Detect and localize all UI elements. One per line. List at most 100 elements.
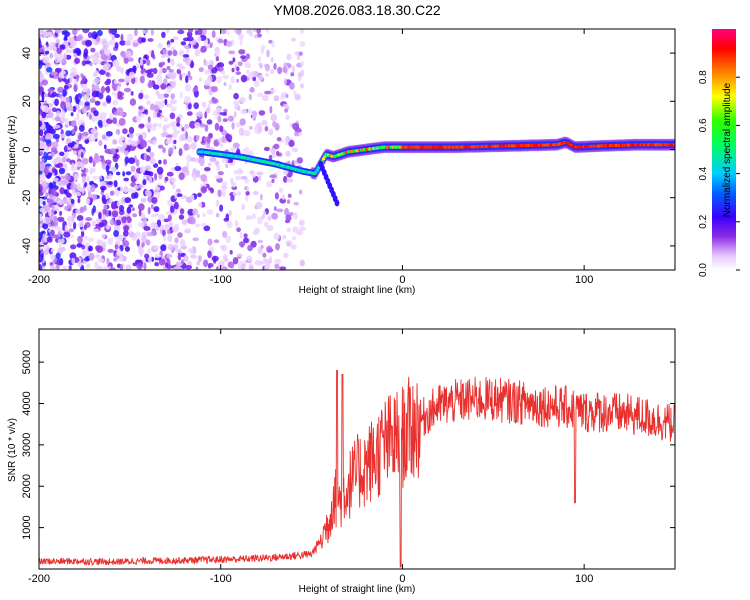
noise-blob	[286, 178, 294, 183]
noise-blob	[221, 29, 227, 35]
noise-blob	[274, 192, 279, 200]
noise-blob	[161, 54, 165, 59]
colorbar-tick-label: 0.2	[698, 214, 709, 228]
noise-blob	[63, 189, 68, 195]
noise-blob	[184, 84, 192, 92]
noise-blob	[110, 166, 117, 173]
noise-blob	[166, 211, 171, 216]
noise-blob	[128, 71, 135, 79]
noise-blob	[139, 58, 144, 66]
noise-blob	[77, 34, 83, 40]
noise-blob	[63, 145, 68, 153]
noise-blob	[117, 257, 123, 262]
noise-blob	[155, 186, 161, 191]
snr-y-label: SNR (10 * v/v)	[7, 418, 18, 482]
noise-blob	[64, 224, 68, 232]
noise-blob	[184, 44, 190, 50]
noise-blob	[258, 74, 264, 81]
noise-blob	[66, 158, 71, 163]
noise-blob	[138, 92, 144, 100]
noise-blob	[182, 219, 188, 225]
noise-blob	[284, 108, 289, 113]
noise-blob	[69, 72, 76, 78]
noise-blob	[293, 160, 298, 166]
noise-blob	[88, 245, 93, 252]
noise-blob	[296, 95, 301, 100]
noise-blob	[73, 84, 78, 93]
noise-blob	[84, 101, 90, 106]
noise-blob	[150, 204, 154, 210]
noise-blob	[115, 171, 121, 176]
noise-blob	[81, 188, 85, 194]
noise-blob	[222, 74, 230, 80]
noise-blob	[196, 134, 200, 140]
noise-blob	[80, 172, 87, 178]
noise-blob	[234, 220, 239, 228]
noise-blob	[116, 65, 122, 72]
noise-blob	[75, 94, 79, 102]
noise-blob	[172, 49, 178, 57]
noise-blob	[45, 155, 53, 160]
noise-blob	[217, 171, 224, 176]
noise-blob	[194, 223, 201, 228]
noise-blob	[101, 134, 107, 140]
noise-blob	[81, 249, 88, 258]
noise-blob	[245, 215, 252, 221]
noise-blob	[270, 113, 278, 122]
noise-blob	[123, 177, 129, 182]
noise-blob	[247, 108, 252, 114]
noise-blob	[129, 98, 137, 106]
noise-blob	[140, 197, 147, 203]
noise-blob	[98, 69, 106, 75]
noise-blob	[94, 100, 101, 106]
noise-blob	[157, 144, 164, 149]
noise-blob	[126, 264, 132, 270]
noise-blob	[263, 211, 267, 215]
noise-blob	[49, 265, 57, 270]
spectrogram-y-ticks: -40 -20 0 20 40	[21, 47, 675, 254]
x-tick-label: -100	[210, 274, 232, 286]
noise-blob	[172, 183, 176, 189]
noise-blob	[65, 130, 72, 137]
noise-blob	[43, 244, 50, 251]
noise-blob	[39, 170, 43, 175]
noise-blob	[246, 69, 250, 74]
colorbar: 0.0 0.2 0.4 0.6 0.8 Normalized spectral ampl…	[698, 29, 740, 277]
noise-blob	[232, 190, 236, 197]
noise-blob	[177, 253, 182, 261]
noise-blob	[253, 80, 260, 88]
noise-blob	[102, 208, 107, 216]
noise-blob	[90, 47, 96, 53]
noise-blob	[167, 199, 173, 206]
noise-blob	[132, 262, 138, 267]
noise-blob	[109, 267, 116, 270]
spectrogram-marks	[39, 29, 675, 270]
noise-blob	[65, 174, 71, 181]
noise-blob	[105, 131, 113, 137]
noise-blob	[237, 61, 243, 67]
noise-blob	[41, 181, 48, 188]
noise-blob	[96, 29, 103, 37]
noise-blob	[276, 208, 284, 213]
noise-blob	[62, 156, 67, 163]
noise-blob	[167, 50, 173, 56]
noise-blob	[296, 157, 303, 164]
noise-blob	[223, 108, 228, 113]
noise-blob	[215, 107, 222, 113]
noise-blob	[162, 124, 168, 132]
noise-blob	[181, 72, 187, 77]
noise-blob	[182, 57, 188, 63]
noise-blob	[45, 139, 52, 144]
noise-blob	[219, 125, 224, 133]
noise-blob	[217, 38, 224, 44]
noise-blob	[178, 49, 185, 57]
noise-blob	[202, 212, 206, 217]
noise-blob	[198, 202, 203, 208]
noise-blob	[67, 142, 75, 148]
noise-blob	[57, 231, 61, 237]
noise-blob	[93, 156, 100, 164]
noise-blob	[68, 106, 74, 112]
noise-blob	[239, 232, 243, 239]
noise-blob	[167, 243, 174, 251]
noise-blob	[124, 87, 131, 93]
